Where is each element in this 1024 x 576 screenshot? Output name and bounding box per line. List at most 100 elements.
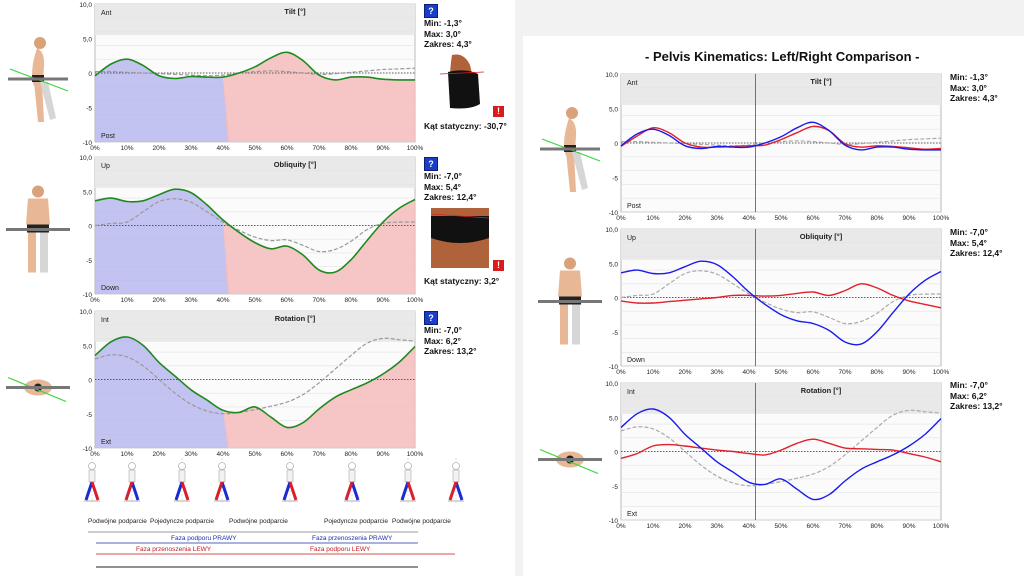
help-icon[interactable]: ? (424, 4, 438, 18)
x-tick-label: 70% (312, 451, 325, 458)
y-tick-label: 0 (88, 71, 92, 78)
leg-left (180, 481, 190, 501)
right-stats-rotation: Min: -7,0° Max: 6,2° Zakres: 13,2° (950, 380, 1003, 412)
walking-figure (124, 458, 140, 503)
chart-title: Tilt [°] (284, 7, 306, 16)
pelvis-photo-side (432, 50, 490, 115)
reference-line (7, 376, 67, 403)
x-tick-label: 50% (248, 145, 261, 152)
stat-max: Max: 6,2° (424, 335, 461, 346)
y-tick-label: 10,0 (79, 309, 92, 316)
series-line-right_red (620, 125, 942, 150)
series-line-reference (620, 137, 942, 147)
x-tick-label: 0% (616, 523, 626, 530)
x-tick-label: 80% (870, 523, 883, 530)
leg-right (174, 481, 184, 501)
walking-figure (448, 458, 464, 503)
x-tick-label: 70% (312, 145, 325, 152)
stat-range: Zakres: 12,4° (950, 248, 1003, 258)
x-tick-label: 40% (216, 451, 229, 458)
warning-icon[interactable]: ! (493, 106, 504, 117)
top-direction-label: Up (627, 235, 636, 242)
x-tick-label: 20% (152, 145, 165, 152)
chart-title: Rotation [°] (801, 386, 842, 395)
series-line-reference (620, 409, 942, 487)
figure-leg-ghost (40, 232, 48, 273)
help-button-rotation[interactable]: ? (424, 311, 438, 325)
help-icon[interactable]: ? (424, 311, 438, 325)
gait-phase-legend: Podwójne podparcie Pojedyncze podparcie … (88, 518, 451, 576)
y-tick-label: -5 (612, 484, 618, 491)
help-icon[interactable]: ? (424, 157, 438, 171)
x-tick-label: 60% (280, 451, 293, 458)
phase-swing-left: Faza przenoszenia LEWY (136, 546, 212, 553)
figure-torso (88, 469, 96, 483)
x-tick-label: 70% (838, 369, 851, 376)
stat-range: Zakres: 4,3° (950, 93, 998, 103)
x-tick-label: 80% (870, 215, 883, 222)
stat-max: Max: 5,4° (424, 181, 461, 192)
y-tick-label: -5 (86, 106, 92, 113)
x-tick-label: 20% (152, 297, 165, 304)
figure-leg (28, 232, 36, 273)
series-line-left_green (94, 336, 416, 429)
y-tick-label: 0 (614, 141, 618, 148)
x-tick-label: 40% (742, 369, 755, 376)
figure-leg-ghost (40, 82, 56, 120)
phase-stance-right: Faza podporu PRAWY (171, 535, 237, 542)
stat-max: Max: 3,0° (950, 82, 987, 93)
x-tick-label: 80% (344, 451, 357, 458)
x-tick-label: 100% (407, 451, 424, 458)
phase-stance-left: Faza podporu LEWY (310, 546, 371, 553)
x-tick-label: 30% (710, 369, 723, 376)
y-tick-label: 0 (614, 296, 618, 303)
leg-left (344, 481, 354, 501)
x-tick-label: 10% (646, 215, 659, 222)
y-tick-label: -10 (609, 210, 619, 217)
x-tick-label: 100% (933, 369, 950, 376)
x-tick-label: 10% (646, 523, 659, 530)
figure-leg (560, 304, 568, 345)
x-tick-label: 10% (120, 451, 133, 458)
y-tick-label: -5 (612, 330, 618, 337)
warning-icon[interactable]: ! (493, 260, 504, 271)
plot-header-band (95, 4, 415, 36)
help-button-tilt[interactable]: ? (424, 4, 438, 18)
x-tick-label: 100% (933, 523, 950, 530)
x-tick-label: 0% (616, 215, 626, 222)
gait-cycle-figures (84, 458, 464, 503)
phase-double-support: Podwójne podparcie (229, 518, 288, 525)
figure-head (32, 185, 44, 198)
walking-figure (214, 458, 230, 503)
stance-phase-fill (95, 189, 230, 294)
pelvis-photo-front (428, 205, 492, 270)
y-tick-label: -10 (609, 518, 619, 525)
figure-torso (558, 270, 582, 297)
figure-head (286, 462, 294, 470)
figure-head (128, 462, 136, 470)
phase-single-support: Pojedyncze podparcie (324, 518, 388, 525)
x-tick-label: 90% (902, 369, 915, 376)
y-tick-label: -5 (86, 412, 92, 419)
chart-title: Obliquity [°] (274, 160, 317, 169)
static-angle-tilt: Kąt statyczny: -30,7° (424, 121, 507, 131)
x-tick-label: 30% (710, 215, 723, 222)
stat-range: Zakres: 13,2° (424, 346, 477, 356)
series-line-right_blue (620, 408, 942, 501)
top-direction-label: Ant (101, 10, 112, 17)
x-tick-label: 60% (280, 297, 293, 304)
help-button-obliquity[interactable]: ? (424, 157, 438, 171)
x-tick-label: 0% (90, 297, 100, 304)
bottom-direction-label: Post (101, 133, 115, 140)
phase-swing-right: Faza przenoszenia PRAWY (312, 535, 393, 542)
series-line-reference (620, 270, 942, 325)
leg-left (124, 481, 134, 501)
swing-phase-fill (223, 52, 415, 142)
figure-head (452, 462, 460, 470)
photo-axis (430, 213, 490, 219)
x-tick-label: 60% (806, 523, 819, 530)
figure-torso (286, 469, 294, 483)
reference-line (539, 448, 599, 475)
figure-torso (128, 469, 136, 483)
series-line-right_blue (620, 260, 942, 346)
